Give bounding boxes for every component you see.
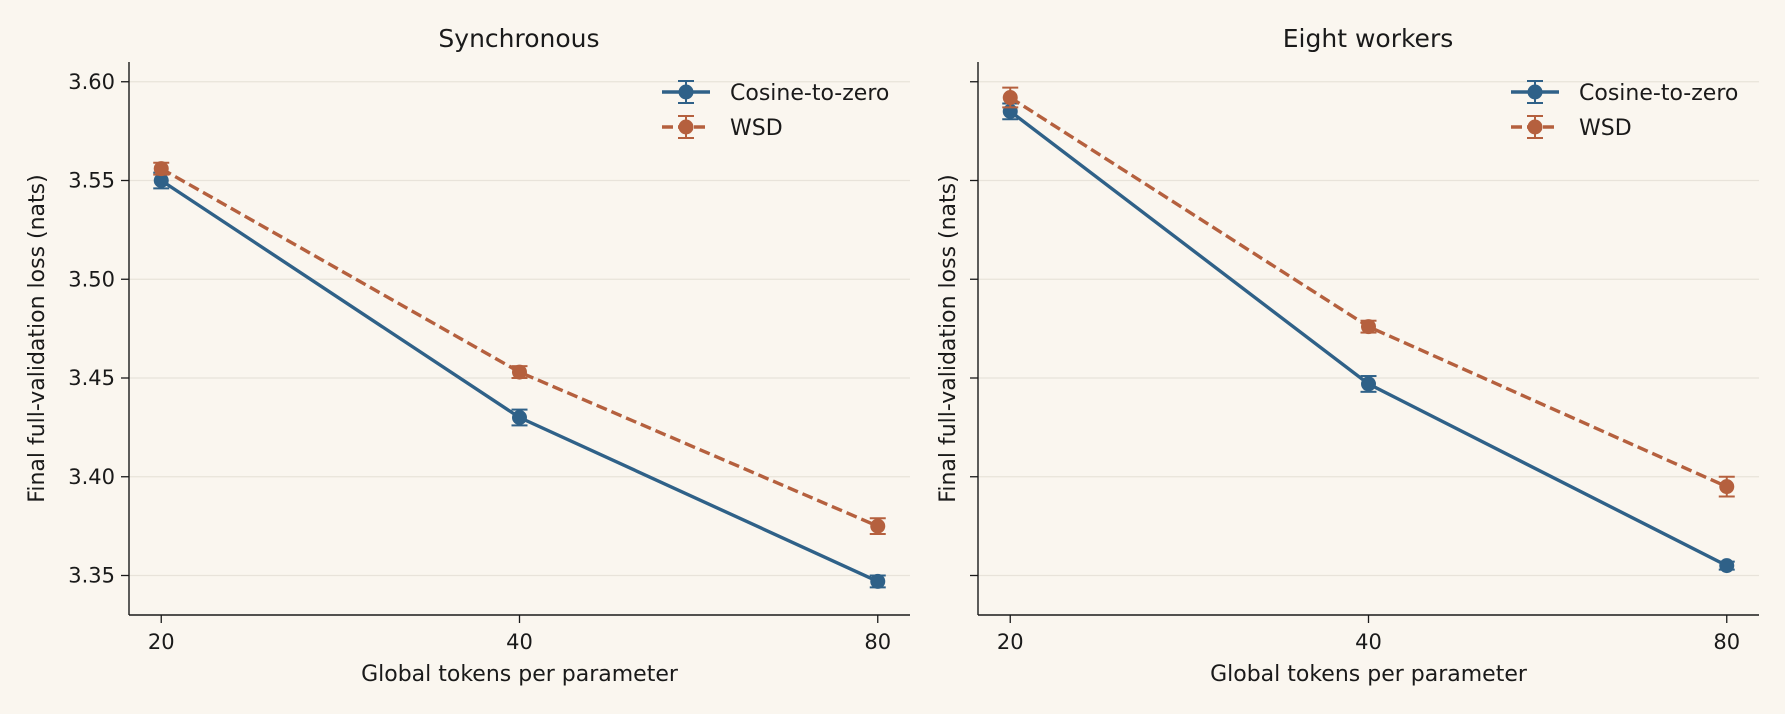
legend-label-cosine: Cosine-to-zero [1579, 81, 1738, 106]
chart-title: Eight workers [1283, 24, 1454, 53]
data-point-cosine [512, 410, 527, 425]
data-point-wsd [870, 518, 886, 534]
legend-marker-cosine [678, 84, 694, 100]
data-point-wsd [153, 161, 169, 177]
data-point-wsd [512, 364, 527, 380]
legend-marker-wsd [1527, 119, 1543, 135]
series-line-wsd [160, 167, 879, 528]
y-tick-label: 3.45 [68, 366, 115, 390]
x-tick-label: 20 [148, 630, 175, 654]
data-point-wsd [1361, 319, 1376, 335]
x-tick-label: 20 [997, 630, 1024, 654]
panels: 3.35 3.40 3.45 3.50 3.55 3.60 20 40 80 Synchronou… [25, 24, 1759, 687]
legend-item-cosine: Cosine-to-zero [662, 80, 889, 106]
chart-panel-2: 20 40 80 Eight workers Global tokens per par… [936, 24, 1759, 687]
y-tick-label: 3.50 [68, 267, 115, 291]
x-tick-label: 40 [506, 630, 533, 654]
chart-title: Synchronous [438, 24, 599, 53]
x-tick-label: 40 [1355, 630, 1382, 654]
x-axis-label: Global tokens per parameter [361, 662, 679, 687]
legend-label-wsd: WSD [1579, 116, 1632, 141]
chart-panel-1: 3.35 3.40 3.45 3.50 3.55 3.60 20 40 80 Synchronou… [25, 24, 910, 687]
y-tick-label: 3.55 [68, 169, 115, 193]
x-axis-label: Global tokens per parameter [1210, 662, 1528, 687]
data-point-cosine [153, 173, 169, 188]
y-tick-label: 3.60 [68, 70, 115, 94]
legend-label-cosine: Cosine-to-zero [730, 81, 889, 106]
y-axis-label: Final full-validation loss (nats) [25, 174, 50, 502]
data-point-wsd [1719, 479, 1735, 495]
legend-item-wsd: WSD [662, 115, 783, 141]
legend-marker-wsd [678, 119, 694, 135]
data-point-cosine [1719, 558, 1735, 574]
y-axis-label: Final full-validation loss (nats) [936, 174, 961, 502]
data-point-cosine [870, 573, 886, 589]
legend-label-wsd: WSD [730, 116, 783, 141]
legend-item-cosine: Cosine-to-zero [1511, 80, 1738, 106]
y-tick-label: 3.35 [68, 564, 115, 588]
x-tick-label: 80 [864, 630, 891, 654]
legend-item-wsd: WSD [1511, 115, 1632, 141]
legend-marker-cosine [1527, 84, 1543, 100]
x-tick-label: 80 [1713, 630, 1740, 654]
data-point-cosine [1361, 376, 1376, 392]
y-tick-label: 3.40 [68, 465, 115, 489]
data-point-wsd [1002, 90, 1018, 106]
